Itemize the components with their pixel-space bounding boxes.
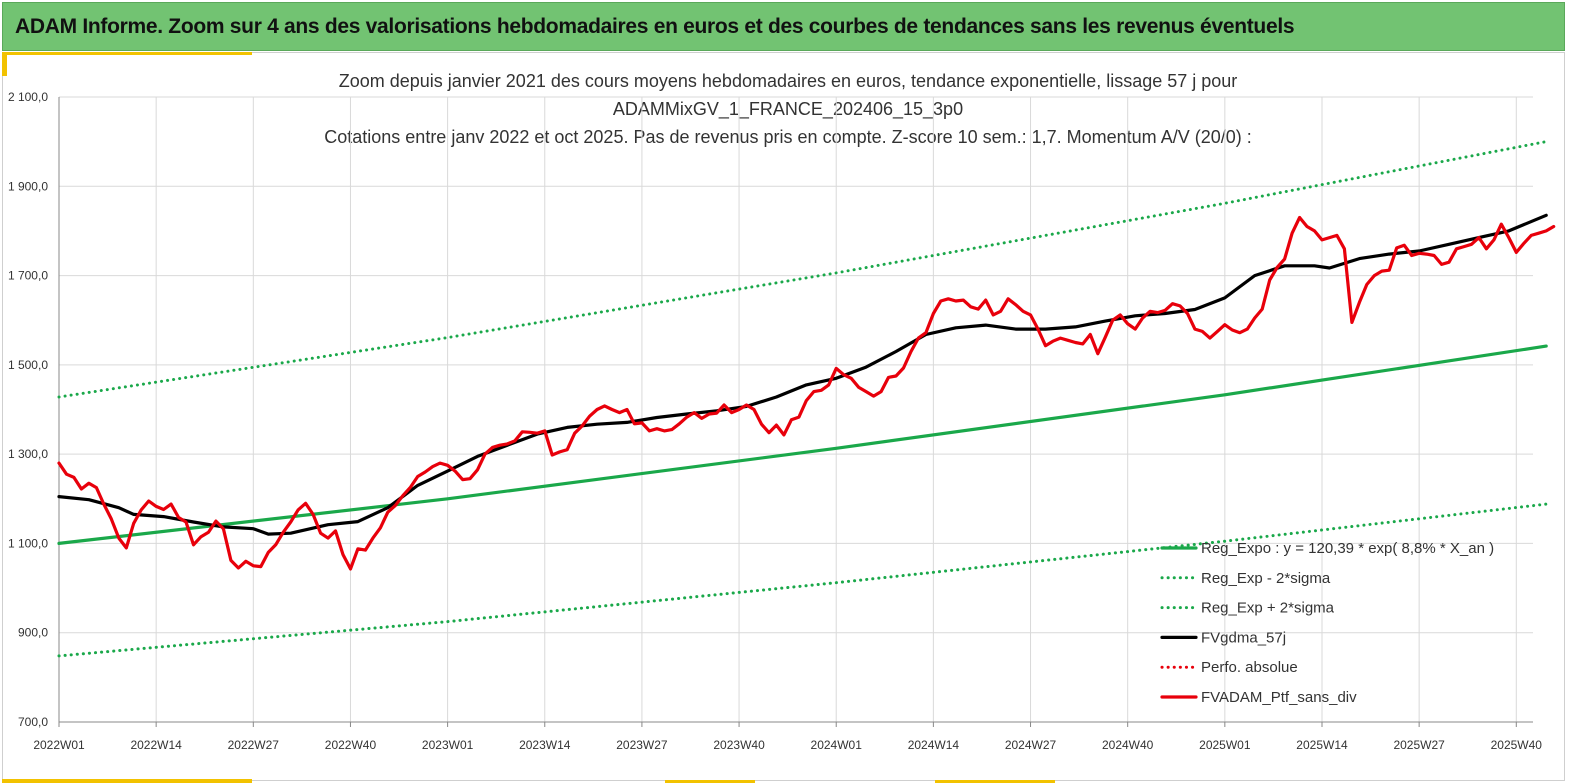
series-line-2	[57, 140, 1548, 399]
x-tick-label: 2023W14	[519, 738, 571, 752]
x-tick-label: 2025W01	[1199, 738, 1251, 752]
series-line-5	[57, 215, 1556, 571]
x-tick-label: 2024W40	[1102, 738, 1154, 752]
legend-label: Reg_Expo : y = 120,39 * exp( 8,8% * X_an…	[1201, 540, 1494, 557]
x-tick-label: 2022W01	[33, 738, 85, 752]
report-banner: ADAM Informe. Zoom sur 4 ans des valoris…	[2, 2, 1565, 51]
banner-title: ADAM Informe. Zoom sur 4 ans des valoris…	[15, 14, 1295, 38]
legend-label: Perfo. absolue	[1201, 659, 1298, 676]
series-line-1	[57, 502, 1548, 658]
y-tick-label: 1 900,0	[8, 179, 48, 193]
y-tick-label: 1 300,0	[8, 447, 48, 461]
x-tick-label: 2023W01	[422, 738, 474, 752]
y-tick-label: 2 100,0	[8, 90, 48, 104]
legend-label: FVADAM_Ptf_sans_div	[1201, 689, 1357, 706]
chart-title-line-2: ADAMMixGV_1_FRANCE_202406_15_3p0	[612, 99, 964, 119]
accent-stripe-bottom-3	[935, 780, 1055, 783]
y-tick-label: 700,0	[18, 715, 48, 729]
x-tick-label: 2022W27	[228, 738, 280, 752]
series-line-3	[57, 213, 1548, 536]
x-tick-label: 2022W14	[130, 738, 182, 752]
accent-stripe-bottom-2	[665, 780, 755, 783]
y-tick-label: 1 500,0	[8, 358, 48, 372]
legend-label: Reg_Exp - 2*sigma	[1201, 570, 1331, 587]
chart-frame	[2, 52, 1565, 781]
legend-label: FVgdma_57j	[1201, 629, 1286, 646]
accent-stripe-left	[2, 52, 7, 76]
x-tick-label: 2023W40	[713, 738, 765, 752]
y-tick-label: 1 700,0	[8, 269, 48, 283]
accent-stripe-bottom	[2, 779, 252, 783]
chart-title-line-1: Zoom depuis janvier 2021 des cours moyen…	[338, 71, 1238, 91]
x-tick-label: 2024W14	[908, 738, 960, 752]
y-tick-label: 1 100,0	[8, 536, 48, 550]
chart-title-line-3: Cotations entre janv 2022 et oct 2025. P…	[324, 127, 1252, 147]
accent-stripe-top	[2, 52, 252, 55]
legend-label: Reg_Exp + 2*sigma	[1201, 600, 1335, 617]
y-tick-label: 900,0	[18, 626, 48, 640]
x-tick-label: 2025W40	[1491, 738, 1543, 752]
x-tick-label: 2024W01	[811, 738, 863, 752]
x-tick-label: 2025W27	[1393, 738, 1445, 752]
x-tick-label: 2025W14	[1296, 738, 1348, 752]
x-tick-label: 2023W27	[616, 738, 668, 752]
x-tick-label: 2024W27	[1005, 738, 1057, 752]
series-line-0	[57, 344, 1548, 545]
x-tick-label: 2022W40	[325, 738, 377, 752]
